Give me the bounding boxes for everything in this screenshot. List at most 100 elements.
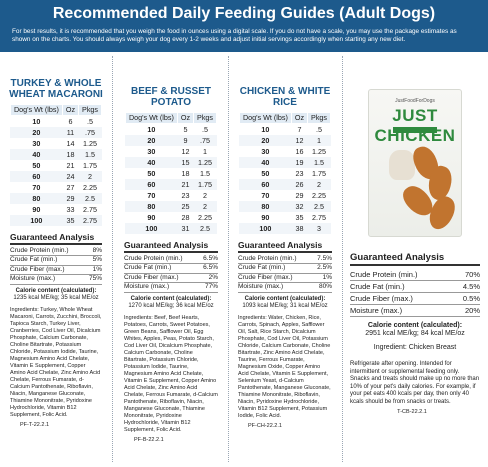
table-row: 90 28 2.25 [125, 212, 216, 223]
ounces-cell: 29 [62, 193, 79, 204]
ounces-cell: 14 [66, 139, 75, 148]
dog-weight-cell: 40 [10, 149, 63, 160]
table-row: 80 32 2.5 [239, 201, 331, 212]
packages-cell: 2.25 [83, 183, 98, 192]
column-header: Pkgs [78, 104, 103, 116]
packages-cell: .75 [193, 135, 217, 146]
dog-weight-cell: 80 [239, 201, 292, 212]
guaranteed-analysis-title: Guaranteed Analysis [124, 240, 218, 253]
packages-cell: 1.5 [200, 169, 211, 178]
analysis-value: 2.5% [317, 264, 332, 272]
table-row: 90 35 2.75 [239, 212, 330, 223]
packages-cell: 1.75 [83, 161, 98, 170]
dog-weight-cell: 20 [239, 135, 292, 146]
page-title: Recommended Daily Feeding Guides (Adult … [52, 5, 436, 22]
analysis-label: Moisture (max.) [124, 283, 170, 291]
table-row: 10 5.5 [125, 124, 216, 136]
ounces-cell: 28 [181, 213, 190, 222]
guaranteed-analysis: Crude Protein (min.) 8% Crude Fat (min.) 5%… [4, 247, 108, 285]
dog-weight-cell: 50 [32, 161, 41, 170]
analysis-label: Crude Protein (min.) [238, 255, 297, 262]
analysis-row: Crude Protein (min.) 70% [350, 269, 480, 281]
ounces-cell: 18 [62, 149, 79, 160]
header-banner: Recommended Daily Feeding Guides (Adult … [0, 0, 488, 52]
ounces-cell: 29 [295, 191, 304, 200]
table-row: 50 18 1.5 [125, 168, 216, 179]
product-code: PF-B-22.2.1 [134, 436, 164, 443]
dog-weight-cell: 10 [147, 125, 156, 134]
dog-weight-cell: 30 [32, 139, 41, 148]
analysis-label: Moisture (max.) [10, 275, 56, 283]
ounces-cell: 21 [66, 161, 75, 170]
ingredients-text: Ingredients: Water, Chicken, Rice, Carro… [238, 314, 331, 419]
analysis-label: Crude Protein (min.) [124, 255, 183, 262]
analysis-label: Crude Fiber (max.) [350, 294, 413, 303]
analysis-label: Moisture (max.) [350, 306, 403, 315]
table-row: 60 26 2 [239, 179, 331, 190]
packages-cell: 2 [203, 191, 208, 200]
ounces-cell: 6 [68, 117, 73, 126]
packages-cell: 1.75 [193, 179, 217, 190]
table-row: 100 38 3 [239, 223, 331, 234]
packages-cell: 1 [203, 147, 208, 156]
table-row: 60 21 1.75 [125, 179, 217, 190]
analysis-row: Crude Fiber (max.) 0.5% [350, 293, 480, 305]
table-row: 20 12 1 [239, 135, 331, 146]
product-code: PF-T-22.2.1 [20, 421, 50, 428]
guaranteed-analysis-title: Guaranteed Analysis [10, 232, 102, 245]
dog-weight-cell: 50 [261, 169, 270, 178]
packages-cell: 2.25 [198, 213, 213, 222]
packages-cell: 2.25 [312, 191, 327, 200]
product-code: PF-CH-22.2.1 [248, 422, 282, 429]
table-row: 30 14 1.25 [10, 138, 101, 149]
packages-cell: 1.75 [312, 169, 327, 178]
brand-logo: JustFoodForDogs [395, 98, 435, 104]
packages-cell: 2.5 [307, 201, 331, 212]
analysis-label: Crude Protein (min.) [10, 247, 69, 254]
analysis-row: Crude Protein (min.) 6.5% [124, 255, 218, 265]
recipe-column-beef: BEEF & RUSSET POTATO Dog's Wt (lbs) Oz P… [118, 56, 224, 464]
calorie-value: 2951 kcal ME/kg; 84 kcal ME/oz [365, 330, 465, 337]
ingredients-text: Ingredient: Chicken Breast [373, 344, 457, 351]
analysis-row: Crude Fat (min.) 5% [10, 256, 102, 266]
calorie-value: 1270 kcal ME/kg; 36 kcal ME/oz [128, 302, 214, 309]
analysis-row: Crude Fat (min.) 6.5% [124, 264, 218, 274]
table-row: 70 23 2 [125, 190, 216, 201]
ounces-cell: 26 [291, 179, 308, 190]
ounces-cell: 19 [291, 157, 308, 168]
column-header: Oz [61, 104, 80, 116]
ounces-cell: 23 [295, 169, 304, 178]
ounces-cell: 35 [295, 213, 304, 222]
ounces-cell: 27 [66, 183, 75, 192]
analysis-value: 1% [92, 265, 102, 273]
analysis-value: 80% [318, 283, 332, 291]
calorie-label: Calorie content (calculated): [244, 295, 326, 302]
table-row: 30 16 1.25 [239, 146, 330, 157]
packages-cell: 1.25 [83, 139, 98, 148]
ounces-cell: 25 [177, 201, 194, 212]
table-row: 70 27 2.25 [10, 182, 101, 193]
column-header: Oz [176, 112, 195, 124]
analysis-value: 20% [464, 306, 480, 315]
dog-weight-cell: 60 [239, 179, 292, 190]
calorie-label: Calorie content (calculated): [15, 287, 97, 294]
table-row: 40 19 1.5 [239, 157, 331, 168]
recipe-column-turkey: TURKEY & WHOLE WHEAT MACARONI Dog's Wt (… [4, 56, 108, 464]
dog-photo [389, 150, 415, 180]
dog-weight-cell: 70 [261, 191, 270, 200]
analysis-row: Crude Protein (min.) 8% [10, 247, 102, 257]
ounces-cell: 16 [295, 147, 304, 156]
analysis-row: Moisture (max.) 77% [124, 283, 218, 293]
dog-weight-cell: 100 [125, 223, 178, 234]
dog-weight-cell: 80 [125, 201, 178, 212]
analysis-label: Crude Fat (min.) [124, 264, 172, 272]
calorie-label: Calorie content (calculated): [367, 322, 463, 329]
packages-cell: 2 [307, 179, 331, 190]
ounces-cell: 7 [297, 125, 302, 134]
analysis-row: Crude Protein (min.) 7.5% [238, 255, 332, 265]
analysis-value: 7.5% [317, 255, 332, 262]
ounces-cell: 33 [66, 205, 75, 214]
table-row: 70 29 2.25 [239, 190, 330, 201]
column-header: Pkgs [193, 112, 218, 124]
dog-weight-cell: 60 [125, 179, 178, 190]
